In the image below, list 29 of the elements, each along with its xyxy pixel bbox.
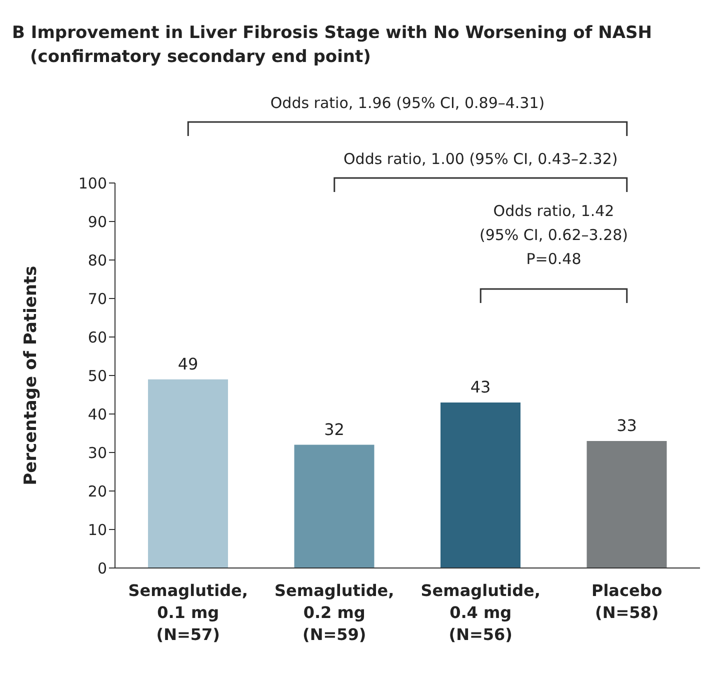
data-label: 32 — [324, 420, 344, 439]
y-tick-label: 30 — [88, 444, 107, 462]
text: Odds ratio, 1.00 (95% CI, 0.43–2.32) — [343, 150, 618, 168]
data-label: 33 — [616, 416, 637, 435]
chart-title: B Improvement in Liver Fibrosis Stage with No Worsening of NASH — [12, 23, 652, 43]
data-label: 43 — [470, 377, 491, 396]
y-axis-title: Percentage of Patients — [21, 266, 42, 486]
bar — [586, 440, 667, 568]
x-tick-label: Semaglutide, 0.1 mg (N=57) — [128, 581, 248, 644]
y-tick-label: 80 — [88, 251, 107, 270]
bar — [440, 402, 520, 568]
y-tick-label: 10 — [88, 520, 107, 539]
y-tick-label: 0 — [97, 559, 107, 578]
y-tick-label: 100 — [78, 174, 107, 192]
text: Odds ratio, 1.96 (95% CI, 0.89–4.31) — [270, 94, 545, 112]
y-tick-label: 50 — [88, 366, 107, 385]
bar — [148, 379, 228, 568]
data-label: 49 — [178, 354, 198, 374]
bar — [294, 444, 374, 568]
chart-subtitle: (confirmatory secondary end point) — [30, 47, 371, 67]
y-tick-label: 40 — [88, 405, 107, 424]
y-tick-label: 70 — [88, 290, 107, 308]
x-tick-label: Semaglutide, 0.2 mg (N=59) — [274, 581, 394, 644]
y-tick-label: 60 — [88, 328, 107, 346]
x-tick-label: Placebo (N=58) — [591, 581, 662, 622]
x-tick-label: Semaglutide, 0.4 mg (N=56) — [420, 581, 540, 644]
annotation: Odds ratio, 1.42 (95% CI, 0.62–3.28) P=0.48 — [479, 202, 628, 268]
y-tick-label: 90 — [88, 212, 107, 231]
y-tick-label: 20 — [88, 482, 107, 500]
